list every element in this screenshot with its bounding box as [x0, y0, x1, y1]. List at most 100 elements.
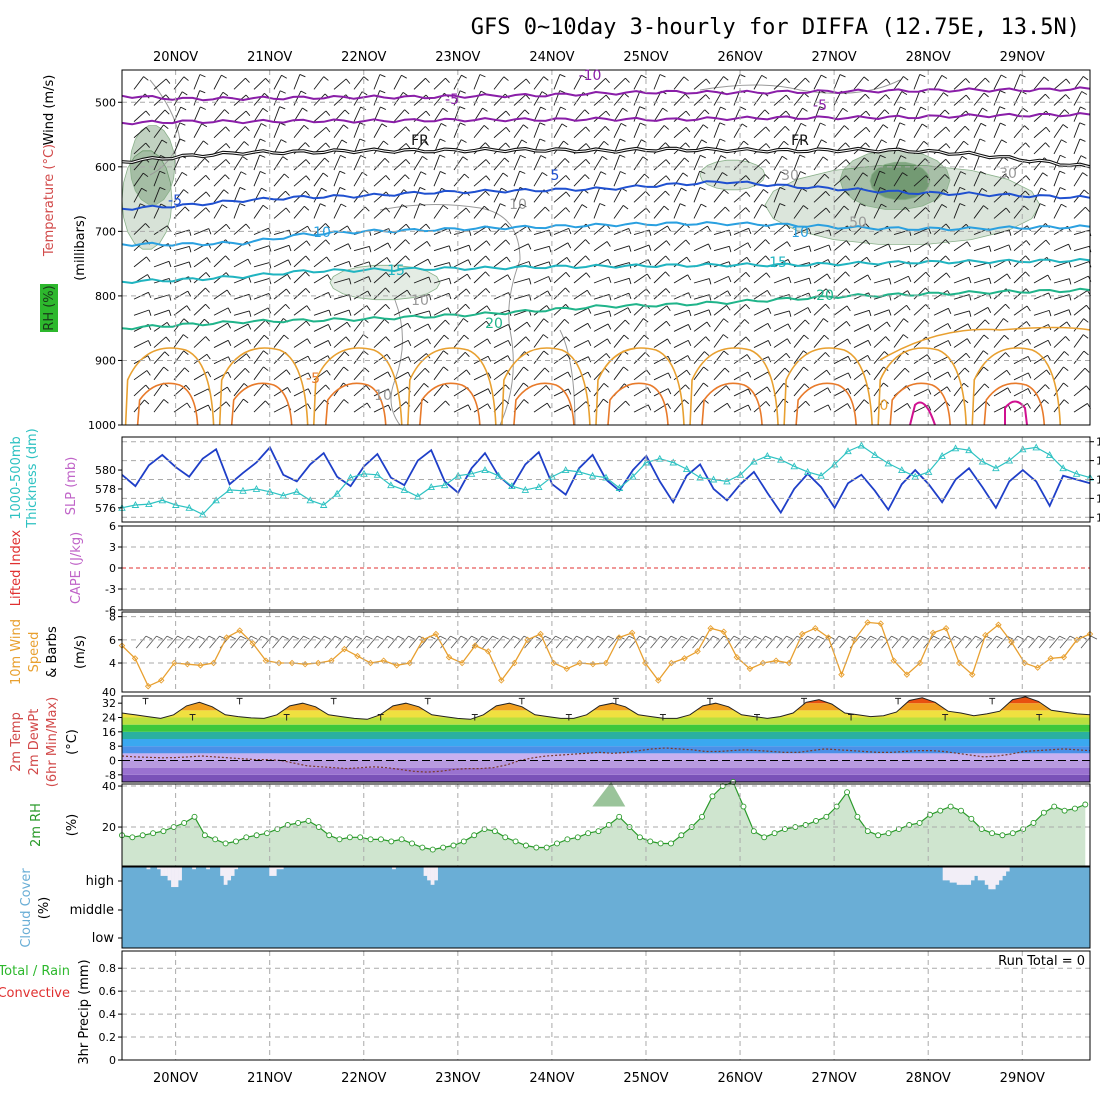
wind-barb-flag — [799, 138, 806, 142]
surface-wind-barb-flag — [240, 635, 247, 640]
wind-barb-flag — [641, 74, 647, 79]
wind-barb-flag — [387, 388, 392, 395]
wind-barb — [1073, 122, 1081, 138]
wind-barb — [693, 78, 707, 90]
wind-barb — [793, 307, 809, 316]
wind-barb-flag — [902, 172, 908, 177]
wind-barb-flag — [1083, 75, 1089, 81]
wind-barb — [433, 383, 445, 397]
wind-barb — [553, 123, 563, 138]
wind-barb — [153, 260, 170, 268]
cloud-gap — [178, 867, 182, 881]
wind-barb-flag — [200, 106, 206, 110]
wind-barb-flag — [585, 239, 590, 245]
wind-barb-flag — [748, 228, 752, 235]
wind-barb — [433, 334, 445, 348]
wind-barb-flag — [1068, 261, 1072, 268]
wind-barb-flag — [339, 170, 346, 174]
wind-barb-flag — [568, 228, 572, 235]
contour-label: -5 — [813, 98, 827, 114]
wind-barb — [533, 276, 549, 284]
surface-wind-barb-flag — [691, 635, 699, 640]
wind-barb-flag — [419, 203, 426, 207]
wind-barb — [953, 78, 966, 90]
wind-barb-flag — [747, 404, 752, 411]
contour-label: 10 — [791, 225, 809, 241]
wind-barb — [253, 262, 270, 268]
wind-barb-flag — [485, 190, 490, 196]
wind-barb-flag — [1025, 142, 1030, 148]
wind-barb — [773, 140, 785, 155]
wind-barb-flag — [1061, 203, 1067, 208]
wind-barb — [433, 107, 444, 122]
wind-barb — [153, 225, 168, 235]
wind-barb-flag — [207, 371, 212, 378]
wind-barb — [733, 287, 746, 300]
wind-barb — [573, 307, 589, 316]
wind-barb — [1033, 309, 1050, 316]
wind-barb — [733, 242, 749, 252]
wind-barb-flag — [405, 223, 411, 230]
wind-barb-flag — [423, 141, 429, 146]
rh-point — [813, 817, 819, 824]
wind-barb-flag — [443, 334, 449, 340]
surface-wind-barb-flag — [954, 635, 961, 640]
thickness-point — [844, 447, 852, 455]
surface-wind-barb-flag — [303, 635, 310, 640]
surface-wind-barb — [660, 635, 672, 649]
wind-barb — [633, 122, 641, 138]
wind-barb — [653, 225, 668, 235]
wind-barb — [273, 229, 290, 236]
wind-barb-flag — [328, 309, 332, 316]
wind-barb — [233, 110, 247, 122]
wind-barb-flag — [708, 309, 712, 316]
wind-barb — [1053, 261, 1070, 268]
wind-barb-flag — [868, 310, 872, 317]
wind-barb-flag — [343, 124, 349, 129]
wind-barb — [493, 157, 505, 171]
wind-barb — [193, 175, 207, 187]
surface-wind-barb-flag — [166, 635, 174, 640]
wind-barb — [353, 245, 370, 252]
rh-point — [523, 842, 529, 849]
wind-barb — [373, 175, 387, 187]
wind-barb — [653, 190, 666, 203]
wind-barb-flag — [326, 256, 331, 263]
rh-point — [1030, 820, 1037, 826]
wind-barb-flag — [704, 351, 710, 356]
wind-barb-flag — [703, 382, 709, 387]
wind-barb — [833, 159, 847, 171]
wind-barb — [733, 404, 749, 413]
wind-barb — [153, 351, 166, 364]
wind-barb — [573, 158, 587, 171]
wind-barb-flag — [543, 350, 549, 356]
wind-barb — [713, 318, 725, 332]
wind-barb-flag — [259, 138, 266, 142]
wind-barb-flag — [921, 123, 928, 128]
wind-barb — [853, 157, 865, 171]
wind-barb — [573, 109, 586, 122]
wind-barb-flag — [225, 143, 231, 149]
wind-barb-flag — [608, 276, 612, 283]
wind-barb — [973, 307, 989, 316]
wind-barb-flag — [699, 170, 706, 174]
wind-barb-flag — [539, 122, 546, 126]
wind-barb — [553, 74, 561, 90]
wind-barb-flag — [647, 387, 652, 394]
wind-barb-flag — [567, 371, 572, 378]
thickness-point — [1045, 451, 1054, 458]
date-label-top: 28NOV — [906, 50, 951, 65]
wind-barb — [593, 171, 602, 187]
wind-barb — [573, 189, 584, 203]
wind-barb — [633, 387, 648, 397]
wind-barb — [753, 340, 769, 348]
wind-barb — [893, 122, 901, 138]
wind-barb-flag — [1045, 142, 1050, 148]
surface-wind-barb — [996, 635, 1008, 649]
surface-wind-barb-flag — [891, 635, 898, 640]
wind-barb — [773, 94, 787, 106]
surface-wind-barb — [177, 635, 189, 649]
wind-barb-flag — [1025, 255, 1030, 261]
contour-label: 5 — [551, 168, 560, 184]
